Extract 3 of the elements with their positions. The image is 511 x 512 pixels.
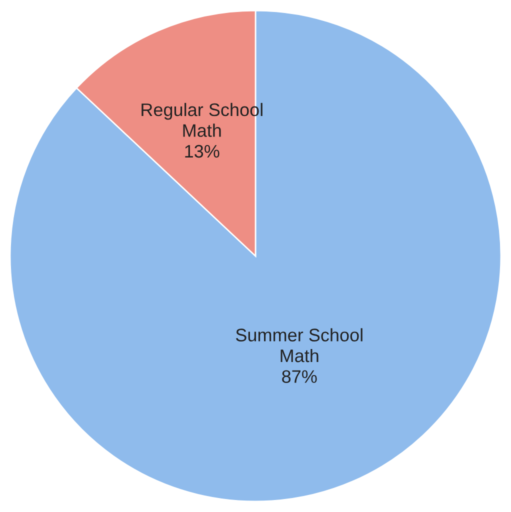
data-label: 13% [185, 144, 220, 158]
data-label: 87% [282, 370, 317, 383]
slice-label: Summer School Math [236, 328, 362, 362]
